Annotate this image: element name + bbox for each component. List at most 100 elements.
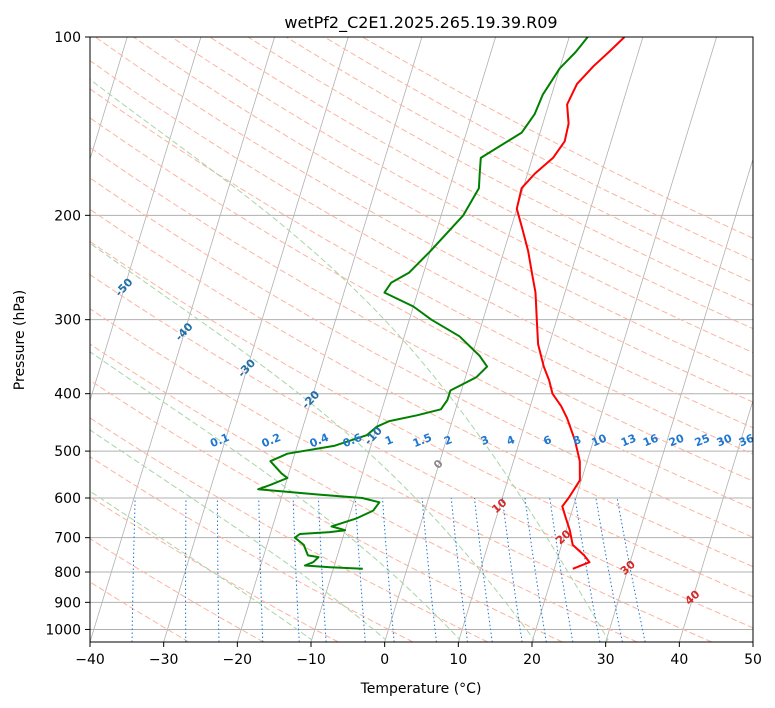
- data-lines: [257, 37, 626, 570]
- plot-frame: [89, 36, 754, 643]
- mixing-ratio-label: 25: [693, 432, 712, 450]
- x-tick-label: 20: [523, 652, 541, 668]
- isotherm-line: [90, 37, 275, 642]
- dry-adiabat-line: [209, 37, 753, 330]
- mixing-ratio-label: 3: [479, 433, 491, 448]
- mixing-ratio-line: [473, 497, 493, 642]
- dry-adiabat-line: [90, 496, 339, 642]
- mixing-ratio-label: 20: [667, 431, 686, 449]
- y-tick-label: 800: [54, 565, 81, 581]
- reference-adiabat-line: [0, 37, 12, 642]
- mixing-ratio-line: [421, 497, 437, 642]
- y-tick-label: 600: [54, 491, 81, 507]
- mixing-ratio-label: 1.5: [411, 431, 434, 450]
- mixing-ratio-line: [317, 497, 327, 642]
- mixing-ratio-line: [216, 498, 220, 642]
- dry-adiabat-line: [285, 37, 753, 283]
- moist-adiabat-line: [90, 429, 386, 642]
- isotherm-label: -50: [112, 275, 135, 299]
- isotherm-line: [310, 37, 496, 642]
- isotherm-label: -60: [53, 230, 76, 254]
- dry-adiabat-line: [171, 37, 753, 354]
- x-tick-label: −20: [223, 652, 253, 668]
- isotherm-label: 0: [431, 457, 446, 472]
- x-tick-label: −10: [296, 652, 326, 668]
- mixing-ratio-line: [382, 497, 395, 642]
- moist-adiabat-line: [90, 242, 535, 642]
- dry-adiabat-line: [90, 117, 753, 482]
- x-axis: −40 −30 −20 −10 0 10 20 30 40 50: [75, 642, 762, 668]
- dry-adiabat-line: [95, 37, 753, 403]
- isotherm-line: [90, 37, 202, 402]
- isotherm-line: [678, 399, 753, 642]
- isotherm-line: [384, 37, 570, 642]
- mixing-ratio-label: 1: [383, 433, 395, 448]
- y-tick-label: 100: [54, 30, 81, 46]
- mixing-ratio-line: [524, 497, 547, 642]
- dry-adiabat-line: [90, 208, 753, 568]
- chart-title: wetPf2_C2E1.2025.265.19.39.R09: [284, 13, 557, 33]
- mixing-ratio-label: 13: [619, 432, 638, 450]
- y-tick-label: 1000: [45, 622, 81, 638]
- mixing-ratio-label: 4: [505, 433, 517, 448]
- y-tick-label: 300: [54, 313, 81, 329]
- isotherm-label: -20: [299, 388, 322, 412]
- mixing-ratio-label: 0.6: [341, 431, 364, 450]
- dry-adiabat-line: [90, 343, 638, 642]
- isotherm-label: -70: [0, 179, 18, 203]
- dry-adiabat-line: [247, 37, 753, 306]
- isotherm-line: [752, 640, 753, 642]
- dry-adiabat-label: 30: [618, 558, 638, 578]
- y-axis: 100 200 300 400 500 600 700 800 900 1000: [45, 30, 90, 638]
- x-axis-label: Temperature (°C): [360, 681, 482, 697]
- temperature-profile-line: [515, 37, 626, 570]
- isotherm-line: [531, 37, 717, 642]
- isotherm-line: [90, 37, 128, 161]
- x-tick-label: 10: [449, 652, 467, 668]
- dry-adiabat-line: [90, 379, 563, 642]
- mixing-ratio-label: 30: [715, 432, 734, 450]
- mixing-ratio-label: 8: [571, 433, 583, 448]
- dry-adiabat-line: [90, 177, 753, 538]
- mixing-ratio-label: 36: [737, 432, 756, 450]
- moist-adiabat-line: [90, 351, 461, 642]
- y-tick-label: 900: [54, 595, 81, 611]
- dry-adiabat-line: [90, 146, 753, 510]
- isotherm-line: [163, 37, 349, 642]
- moist-adiabat-line: [90, 78, 609, 642]
- dry-adiabat-line: [90, 456, 414, 642]
- dry-adiabat-line: [90, 88, 753, 455]
- mixing-ratio-label: 0.2: [260, 431, 283, 450]
- isotherm-label: -10: [362, 424, 385, 448]
- x-tick-label: −30: [149, 652, 179, 668]
- mixing-ratio-label: 6: [542, 433, 554, 448]
- y-tick-label: 500: [54, 444, 81, 460]
- isotherm-label: -40: [173, 320, 196, 344]
- dewpoint-profile-line: [257, 37, 589, 570]
- isotherm-line: [236, 37, 423, 642]
- y-tick-label: 200: [54, 208, 81, 224]
- x-tick-label: −40: [75, 652, 105, 668]
- dry-adiabat-line: [90, 274, 753, 629]
- x-tick-label: 30: [597, 652, 615, 668]
- mixing-ratio-line: [574, 497, 601, 642]
- y-axis-label: Pressure (hPa): [12, 290, 28, 390]
- dry-adiabat-label: 10: [489, 496, 509, 516]
- mixing-ratio-label: 2: [442, 433, 454, 448]
- dry-adiabat-line: [90, 60, 753, 429]
- x-tick-label: 40: [670, 652, 688, 668]
- background-lines: [0, 37, 753, 642]
- mixing-ratio-line: [82, 498, 88, 642]
- y-tick-label: 400: [54, 387, 81, 403]
- isotherm-line: [457, 37, 644, 642]
- isotherm-line: [605, 157, 753, 642]
- x-tick-label: 50: [744, 652, 762, 668]
- y-tick-label: 700: [54, 531, 81, 547]
- x-tick-label: 0: [380, 652, 389, 668]
- dry-adiabat-line: [90, 240, 753, 598]
- dry-adiabat-line: [90, 581, 190, 642]
- dry-adiabat-line: [90, 308, 712, 642]
- dry-adiabat-line: [90, 417, 488, 642]
- dry-adiabat-line: [133, 37, 753, 378]
